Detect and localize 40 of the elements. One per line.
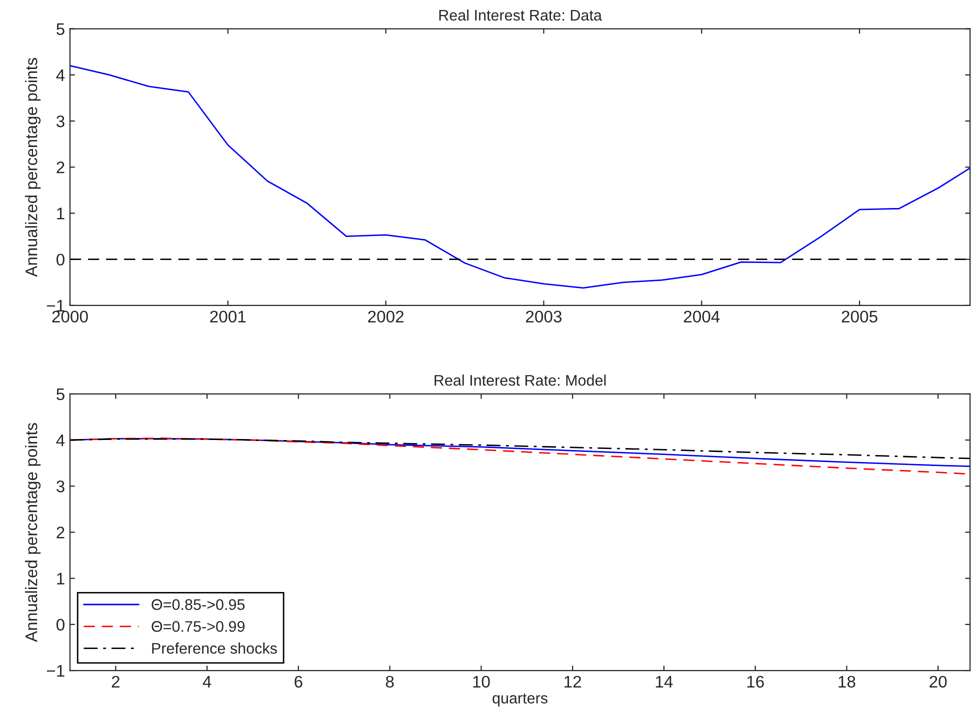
x-tick-label: 16 bbox=[747, 676, 764, 688]
x-tick-label: 4 bbox=[202, 676, 212, 688]
y-tick-label: 0 bbox=[56, 618, 64, 631]
x-tick-label: 2002 bbox=[368, 310, 404, 323]
y-tick-label: −1 bbox=[46, 300, 64, 312]
line-series bbox=[70, 438, 970, 460]
y-tick-label: 1 bbox=[57, 572, 64, 584]
x-tick-label: 2005 bbox=[842, 310, 878, 323]
y-tick-label: 3 bbox=[56, 480, 64, 492]
y-tick-label: 3 bbox=[56, 115, 64, 128]
y-tick-label: 5 bbox=[56, 23, 64, 36]
x-tick-label: 6 bbox=[294, 676, 302, 688]
chart-title: Real Interest Rate: Data bbox=[439, 9, 602, 21]
x-tick-label: 8 bbox=[386, 676, 394, 688]
x-tick-label: 12 bbox=[564, 676, 581, 688]
y-tick-label: 5 bbox=[56, 388, 64, 400]
legend-label: Θ=0.75->0.99 bbox=[152, 621, 245, 632]
legend-label: Preference shocks bbox=[152, 642, 277, 654]
legend-label: Θ=0.85->0.95 bbox=[152, 599, 245, 610]
x-tick-label: 2003 bbox=[526, 310, 562, 323]
y-tick-label: 2 bbox=[56, 162, 64, 174]
x-axis-title: quarters bbox=[492, 694, 548, 707]
x-tick-label: 2000 bbox=[52, 310, 88, 323]
x-tick-label: 18 bbox=[838, 676, 856, 688]
y-axis-title: Annualized percentage points bbox=[25, 423, 41, 642]
y-tick-label: 4 bbox=[56, 434, 65, 446]
line-series bbox=[70, 65, 970, 289]
chart-title: Real Interest Rate: Model bbox=[434, 374, 606, 386]
x-tick-label: 10 bbox=[473, 676, 490, 688]
x-tick-label: 2001 bbox=[210, 310, 246, 323]
y-tick-label: 2 bbox=[56, 526, 64, 538]
x-tick-label: 14 bbox=[656, 676, 673, 688]
y-axis-title: Annualized percentage points bbox=[25, 58, 41, 277]
y-tick-label: −1 bbox=[46, 665, 64, 677]
x-tick-label: 2 bbox=[112, 676, 120, 688]
x-tick-label: 20 bbox=[930, 676, 947, 688]
x-tick-label: 2004 bbox=[684, 310, 720, 323]
y-tick-label: 1 bbox=[57, 208, 64, 220]
y-tick-label: 4 bbox=[56, 70, 65, 81]
y-tick-label: 0 bbox=[56, 254, 64, 266]
